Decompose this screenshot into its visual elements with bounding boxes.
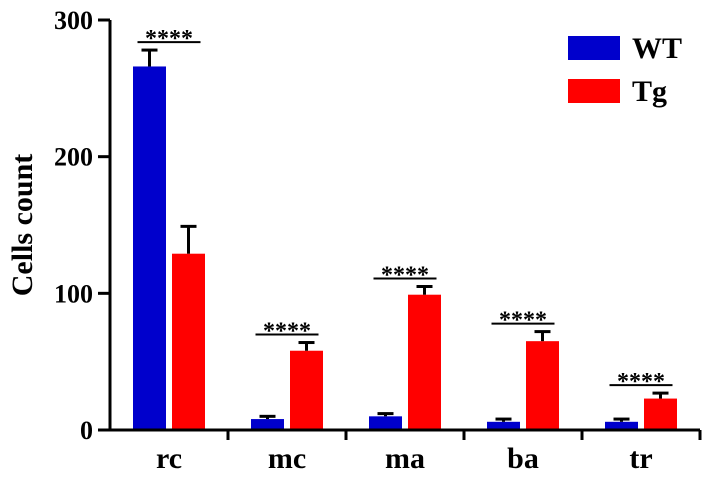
- legend-label-wt: WT: [632, 32, 682, 65]
- significance-label-tr: ****: [617, 369, 665, 395]
- x-tick-label-mc: mc: [268, 442, 306, 475]
- error-bars-layer: [141, 48, 669, 422]
- significance-label-ma: ****: [381, 263, 429, 289]
- y-ticks-layer: 0 100 200 300: [54, 6, 702, 445]
- bar-wt-ma: [369, 416, 402, 430]
- x-categories-layer: rc mc ma ba tr: [156, 442, 653, 475]
- x-tick-label-tr: tr: [629, 442, 652, 475]
- bar-tg-mc: [290, 350, 323, 430]
- significance-label-ba: ****: [499, 308, 547, 334]
- legend: WT Tg: [568, 32, 682, 108]
- legend-swatch-tg: [568, 79, 620, 103]
- bar-tg-tr: [644, 398, 677, 430]
- bars-layer: [133, 66, 677, 430]
- y-axis-label: Cells count: [6, 154, 39, 297]
- y-tick-label-100: 100: [54, 279, 93, 308]
- significance-label-mc: ****: [263, 319, 311, 345]
- bar-wt-mc: [251, 419, 284, 430]
- bar-tg-ma: [408, 294, 441, 430]
- bar-tg-rc: [172, 253, 205, 430]
- y-tick-label-200: 200: [54, 143, 93, 172]
- x-tick-label-rc: rc: [156, 442, 182, 475]
- axes-layer: [108, 20, 700, 432]
- bar-wt-rc: [133, 66, 166, 430]
- legend-label-tg: Tg: [632, 75, 667, 108]
- bar-tg-ba: [526, 341, 559, 430]
- significance-layer: **** **** **** **** ****: [137, 26, 673, 395]
- x-tick-label-ba: ba: [507, 442, 539, 475]
- bar-wt-ba: [487, 421, 520, 430]
- legend-swatch-wt: [568, 36, 620, 60]
- x-tick-label-ma: ma: [385, 442, 425, 475]
- bar-wt-tr: [605, 421, 638, 430]
- significance-label-rc: ****: [145, 26, 193, 52]
- y-tick-label-0: 0: [80, 416, 93, 445]
- y-tick-label-300: 300: [54, 6, 93, 35]
